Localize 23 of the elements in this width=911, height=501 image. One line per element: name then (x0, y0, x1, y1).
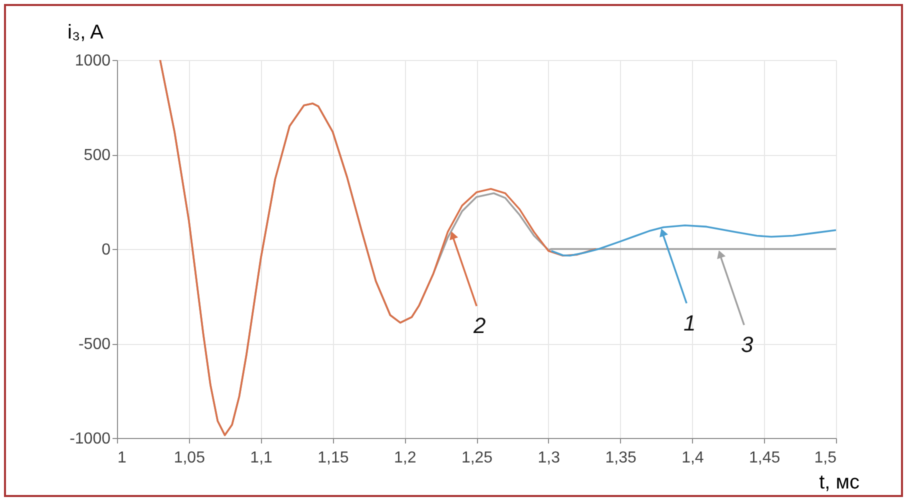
x-tick-label: 1,05 (174, 450, 206, 466)
x-tick-label: 1,3 (538, 450, 560, 466)
y-tick-label: 0 (102, 242, 111, 258)
line-series (159, 60, 597, 436)
y-tick-label: 500 (84, 147, 111, 164)
annotation: 2 (472, 313, 486, 338)
x-tick-label: 1,5 (814, 450, 837, 466)
x-tick-label: 1,4 (682, 450, 704, 466)
y-tick-label: -1000 (70, 430, 111, 448)
annotation: 3 (740, 332, 754, 357)
x-tick-label: 1 (118, 450, 126, 466)
x-tick-label: 1,45 (749, 450, 780, 466)
y-tick-label: 1000 (74, 52, 111, 70)
x-tick-label: 1,1 (250, 450, 273, 466)
x-tick-label: 1,25 (461, 450, 493, 466)
x-tick-label: 1,15 (318, 450, 349, 466)
y-axis-title: i₃, A (68, 22, 104, 44)
line-series (550, 224, 836, 257)
x-axis-title: t, мс (819, 472, 860, 494)
y-tick-label: -500 (78, 336, 111, 353)
x-tick-label: 1,2 (394, 450, 416, 466)
x-tick-label: 1,35 (605, 450, 636, 466)
annotation: 1 (683, 310, 696, 336)
